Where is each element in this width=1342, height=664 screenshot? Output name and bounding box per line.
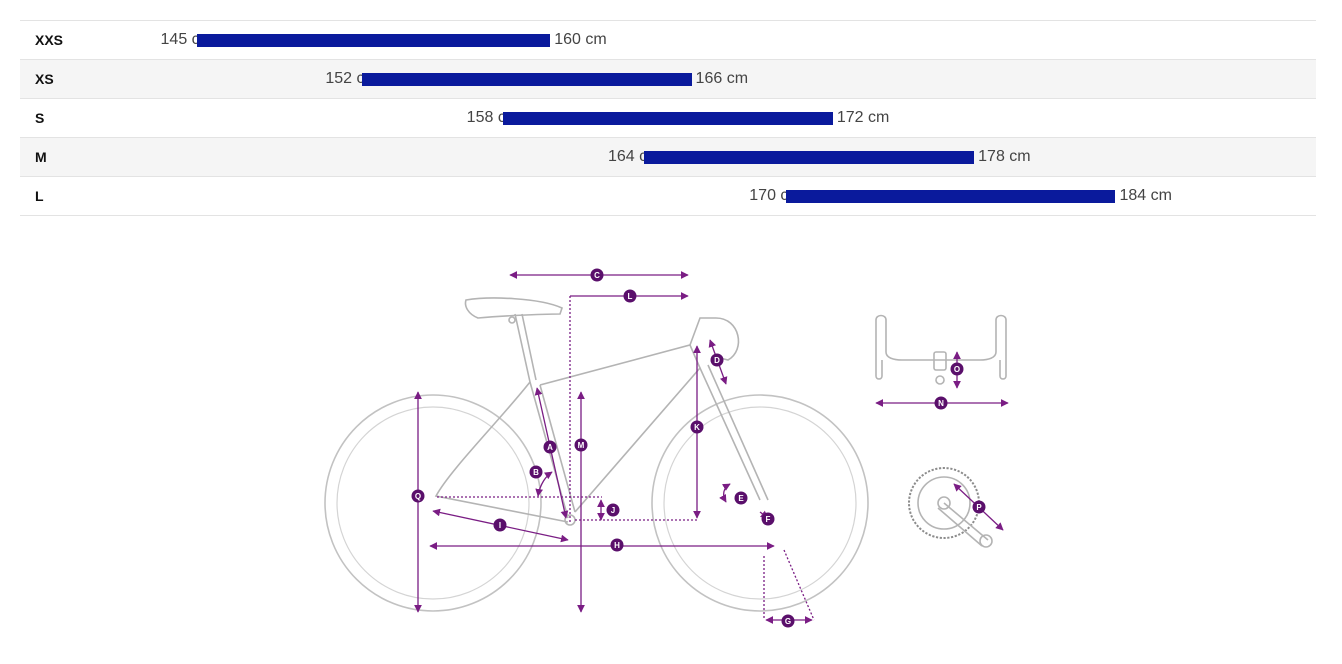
marker-g: G <box>781 614 795 628</box>
marker-letter: P <box>976 503 982 512</box>
marker-q: Q <box>411 489 425 503</box>
size-chart-table: XXS 145 cm 160 cm XS 152 cm 166 cm S 158 cm 172 … <box>20 20 1316 216</box>
marker-letter: E <box>738 494 744 503</box>
size-row-m: M 164 cm 178 cm <box>20 137 1316 176</box>
size-row-xs: XS 152 cm 166 cm <box>20 59 1316 98</box>
marker-n: N <box>934 396 948 410</box>
size-row-s: S 158 cm 172 cm <box>20 98 1316 137</box>
marker-letter: I <box>499 521 501 530</box>
bike-outline <box>324 297 869 612</box>
marker-letter: O <box>954 365 960 374</box>
marker-d: D <box>710 353 724 367</box>
size-label: L <box>35 188 44 204</box>
marker-k: K <box>690 420 704 434</box>
height-range-bar <box>361 73 692 86</box>
marker-a: A <box>543 440 557 454</box>
marker-letter: L <box>628 292 633 301</box>
marker-o: O <box>950 362 964 376</box>
crankset-diagram <box>908 467 1004 548</box>
marker-c: C <box>590 268 604 282</box>
size-label: XS <box>35 71 54 87</box>
marker-letter: J <box>611 506 615 515</box>
height-range-bar <box>197 34 551 47</box>
marker-letter: C <box>594 271 600 280</box>
marker-letter: Q <box>415 492 421 501</box>
marker-letter: N <box>938 399 944 408</box>
marker-h: H <box>610 538 624 552</box>
marker-i: I <box>493 518 507 532</box>
range-max-label: 184 cm <box>1119 187 1172 204</box>
marker-letter: F <box>766 515 771 524</box>
geometry-markers: C L D K M A B J E F I H Q G O N P <box>411 268 986 628</box>
height-range-bar <box>785 190 1116 203</box>
marker-letter: D <box>714 356 720 365</box>
range-max-label: 178 cm <box>978 148 1031 165</box>
marker-e: E <box>734 491 748 505</box>
marker-letter: M <box>578 441 585 450</box>
size-row-xxs: XXS 145 cm 160 cm <box>20 20 1316 59</box>
marker-l: L <box>623 289 637 303</box>
range-max-label: 166 cm <box>695 70 749 87</box>
range-max-label: 160 cm <box>554 31 607 48</box>
size-label: M <box>35 149 47 165</box>
size-label: XXS <box>35 32 64 48</box>
handlebar-diagram <box>875 314 1009 407</box>
marker-p: P <box>972 500 986 514</box>
marker-letter: B <box>533 468 539 477</box>
height-range-bar <box>644 151 975 164</box>
size-label: S <box>35 110 45 126</box>
marker-f: F <box>761 512 775 526</box>
range-max-label: 172 cm <box>836 109 890 126</box>
size-row-l: L 170 cm 184 cm <box>20 176 1316 216</box>
marker-letter: H <box>614 541 620 550</box>
marker-j: J <box>606 503 620 517</box>
dimension-lines <box>414 271 815 624</box>
marker-letter: K <box>694 423 700 432</box>
height-range-bar <box>503 112 833 125</box>
marker-letter: A <box>547 443 553 452</box>
marker-letter: G <box>785 617 791 626</box>
marker-m: M <box>574 438 588 452</box>
marker-b: B <box>529 465 543 479</box>
